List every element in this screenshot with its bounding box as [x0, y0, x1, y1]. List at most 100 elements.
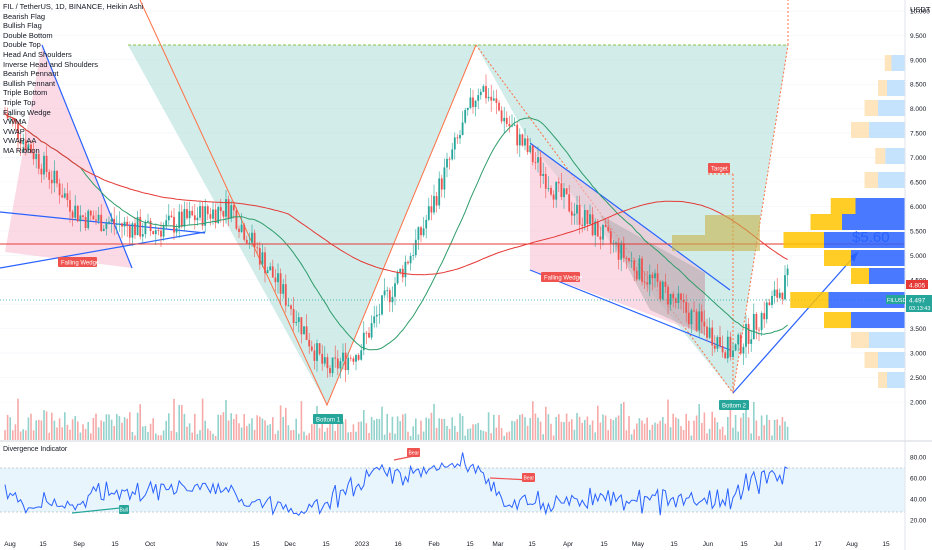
candle-body [755, 313, 758, 330]
volume-bar [784, 421, 786, 440]
candle-body [745, 323, 747, 347]
indicator-item[interactable]: Triple Bottom [3, 88, 48, 98]
indicator-item[interactable]: Double Top [3, 40, 41, 50]
volume-bar [149, 423, 152, 440]
volume-bar [578, 416, 581, 440]
candle-body [784, 275, 786, 300]
volume-bar [196, 433, 199, 440]
volume-bar [534, 413, 537, 440]
candle-body [573, 213, 576, 216]
volume-bar [435, 427, 438, 440]
candle-body [430, 206, 433, 213]
candle-body [633, 260, 636, 271]
volume-bar [786, 426, 789, 440]
volume-bar [498, 415, 500, 440]
volume-bar [513, 421, 516, 440]
candle-body [108, 221, 110, 224]
time-tick: 15 [466, 541, 474, 548]
volume-bar [464, 435, 466, 440]
bottom1-badge [313, 414, 343, 424]
indicator-item[interactable]: VWAP AA [3, 136, 37, 146]
volume-bar [214, 435, 217, 440]
volume-bar [118, 416, 121, 440]
candle-body [123, 221, 126, 227]
candle-body [183, 209, 186, 227]
candle-body [599, 236, 602, 240]
indicator-item[interactable]: Inverse Head and Shoulders [3, 59, 99, 69]
volume-bar [685, 413, 687, 440]
volume-bar [503, 435, 505, 440]
indicator-list: Bearish Flag Bullish Flag Double Bottom Dou… [3, 12, 143, 156]
volume-bar [420, 420, 422, 440]
candle-body [557, 181, 560, 184]
candle-body [750, 339, 753, 344]
volume-bar [682, 430, 685, 440]
candle-body [43, 155, 45, 175]
candle-body [14, 120, 17, 124]
vprofile-highlight [705, 215, 760, 235]
candle-body [386, 290, 389, 292]
indicator-item[interactable]: Falling Wedge [3, 107, 51, 117]
volume-bar [693, 420, 695, 440]
volume-bar [373, 420, 375, 440]
legend: FIL / TetherUS, 1D, BINANCE, Heikin Ashi… [3, 2, 143, 156]
oscillator-title: Divergence Indicator [3, 446, 68, 453]
volume-bar [347, 432, 349, 440]
vprofile-buy [869, 332, 905, 348]
indicator-item[interactable]: Triple Top [3, 97, 36, 107]
candle-body [394, 283, 396, 297]
indicator-item[interactable]: Bearish Pennant [3, 69, 59, 79]
candle-body [58, 183, 61, 196]
candle-body [308, 339, 311, 347]
candle-body [24, 140, 27, 151]
last-price-badge [906, 295, 932, 312]
candle-body [131, 223, 134, 238]
candle-body [433, 196, 435, 213]
candle-body [464, 110, 467, 123]
volume-bar [581, 422, 583, 440]
candle-body [516, 124, 519, 146]
volume-bar [758, 435, 760, 440]
indicator-item[interactable]: Double Bottom [3, 30, 53, 40]
right-wedge-bottom [529, 269, 731, 351]
candle-body [303, 326, 305, 335]
volume-bar [22, 429, 24, 440]
indicator-item[interactable]: Bullish Flag [3, 21, 42, 31]
candle-body [602, 225, 604, 240]
candle-body [472, 97, 474, 108]
volume-bar [545, 406, 547, 440]
vprofile-sell [851, 268, 869, 284]
candle-body [300, 317, 303, 335]
candle-body [641, 258, 643, 282]
volume-bar [235, 414, 238, 440]
time-tick: 15 [600, 541, 608, 548]
volume-bar [407, 431, 409, 440]
volume-bar [737, 431, 739, 440]
candle-body [534, 162, 537, 163]
candle-body [334, 357, 337, 359]
time-tick: 15 [670, 541, 678, 548]
candle-body [490, 96, 493, 101]
indicator-item[interactable]: Bullish Pennant [3, 78, 56, 88]
candle-body [201, 206, 204, 226]
candle-body [232, 205, 235, 211]
candle-body [479, 91, 482, 96]
price-tick: 5.000 [910, 253, 927, 260]
candle-body [594, 221, 597, 236]
falling-wedge-badge-left [58, 257, 97, 267]
candle-body [261, 252, 264, 265]
indicator-item[interactable]: VWAP [3, 126, 25, 136]
candle-body [128, 226, 131, 238]
candle-body [778, 292, 781, 298]
candle-body [713, 345, 716, 349]
indicator-item[interactable]: MA Ribbon [3, 145, 40, 155]
bear-label-1: Bear [409, 451, 420, 457]
volume-bar [734, 414, 737, 440]
volume-bar [110, 419, 113, 440]
indicator-item[interactable]: Head And Shoulders [3, 49, 72, 59]
indicator-item[interactable]: Bearish Flag [3, 11, 46, 21]
volume-bar [82, 424, 84, 440]
indicator-item[interactable]: VWMA [3, 117, 27, 127]
volume-bar [443, 418, 446, 440]
volume-bar [326, 427, 329, 440]
